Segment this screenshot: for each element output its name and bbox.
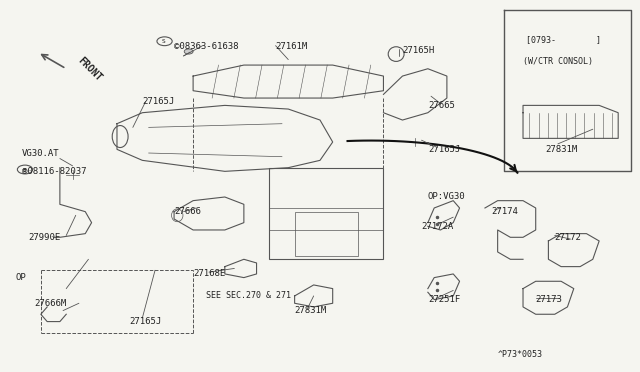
Text: 27174: 27174 bbox=[492, 207, 518, 216]
Text: 27990E: 27990E bbox=[28, 233, 60, 242]
Text: 27172: 27172 bbox=[555, 233, 582, 242]
Text: ©08363-61638: ©08363-61638 bbox=[174, 42, 239, 51]
Text: OP:VG30: OP:VG30 bbox=[428, 192, 465, 202]
Text: 27666M: 27666M bbox=[35, 299, 67, 308]
Text: 27831M: 27831M bbox=[294, 306, 327, 315]
Text: FRONT: FRONT bbox=[76, 56, 104, 84]
Text: B: B bbox=[22, 168, 26, 173]
Text: 27665: 27665 bbox=[428, 101, 455, 110]
Text: [0793-        ]: [0793- ] bbox=[526, 35, 601, 44]
Text: VG30.AT: VG30.AT bbox=[22, 148, 60, 157]
Text: ®08116-82037: ®08116-82037 bbox=[22, 167, 86, 176]
Text: 27161M: 27161M bbox=[276, 42, 308, 51]
Text: 27666: 27666 bbox=[174, 207, 201, 216]
Text: 27165J: 27165J bbox=[130, 317, 162, 326]
Text: 27251F: 27251F bbox=[428, 295, 460, 304]
Text: ^P73*0053: ^P73*0053 bbox=[498, 350, 543, 359]
Text: SEE SEC.270 & 271: SEE SEC.270 & 271 bbox=[206, 291, 291, 301]
Text: 27165J: 27165J bbox=[142, 97, 175, 106]
Text: S: S bbox=[162, 39, 166, 45]
Text: 27168E: 27168E bbox=[193, 269, 225, 279]
Text: 27165H: 27165H bbox=[403, 46, 435, 55]
Text: (W/CTR CONSOL): (W/CTR CONSOL) bbox=[523, 57, 593, 66]
Text: 27173: 27173 bbox=[536, 295, 563, 304]
Text: 27831M: 27831M bbox=[545, 145, 577, 154]
Text: 27172A: 27172A bbox=[422, 222, 454, 231]
Text: 27165J: 27165J bbox=[428, 145, 460, 154]
Circle shape bbox=[184, 49, 193, 54]
Text: OP: OP bbox=[15, 273, 26, 282]
